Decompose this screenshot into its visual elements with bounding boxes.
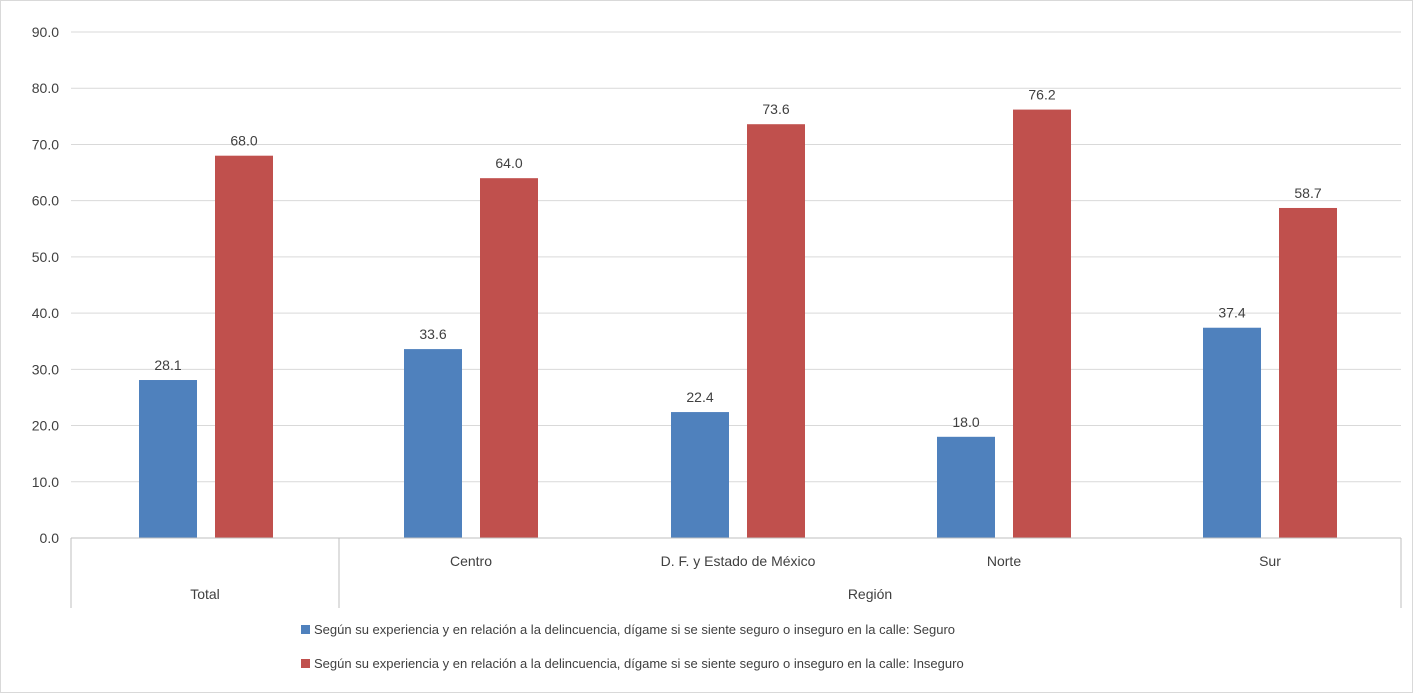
data-label: 68.0 [230, 133, 257, 149]
data-label: 28.1 [154, 357, 181, 373]
legend-entry: Según su experiencia y en relación a la … [314, 622, 955, 637]
category-label: Centro [450, 553, 492, 569]
data-label: 33.6 [419, 326, 446, 342]
y-tick-label: 90.0 [32, 24, 59, 40]
legend-entry: Según su experiencia y en relación a la … [314, 656, 964, 671]
y-tick-label: 20.0 [32, 418, 59, 434]
legend-swatch [301, 625, 310, 634]
y-tick-label: 10.0 [32, 474, 59, 490]
bars [139, 109, 1337, 539]
y-tick-label: 40.0 [32, 305, 59, 321]
category-label: D. F. y Estado de México [661, 553, 816, 569]
y-tick-label: 30.0 [32, 361, 59, 377]
data-label: 37.4 [1218, 305, 1245, 321]
data-label: 18.0 [952, 414, 979, 430]
group-label: Región [848, 586, 892, 602]
group-label: Total [190, 586, 220, 602]
category-label: Norte [987, 553, 1021, 569]
legend: Según su experiencia y en relación a la … [301, 622, 964, 671]
bar [671, 412, 729, 538]
x-axis: Centro D. F. y Estado de México Norte Sur To… [70, 537, 1402, 608]
data-label: 73.6 [762, 101, 789, 117]
category-label: Sur [1259, 553, 1281, 569]
bar [1203, 327, 1261, 538]
bar [747, 124, 805, 539]
gridlines [71, 31, 1401, 483]
y-tick-label: 0.0 [40, 530, 60, 546]
bar [937, 436, 995, 538]
bar [480, 178, 538, 538]
y-tick-label: 80.0 [32, 80, 59, 96]
bar [404, 349, 462, 538]
data-label: 76.2 [1028, 87, 1055, 103]
y-tick-label: 70.0 [32, 136, 59, 152]
legend-swatch [301, 659, 310, 668]
y-axis: 0.0 10.0 20.0 30.0 40.0 50.0 60.0 70.0 80.0 90.0 [32, 24, 59, 546]
data-label: 22.4 [686, 389, 713, 405]
y-tick-label: 50.0 [32, 249, 59, 265]
data-label: 58.7 [1294, 185, 1321, 201]
data-label: 64.0 [495, 155, 522, 171]
y-tick-label: 60.0 [32, 193, 59, 209]
bar [1013, 109, 1071, 538]
bar [139, 380, 197, 538]
data-labels: 28.1 33.6 22.4 18.0 37.4 68.0 64.0 73.6 76.2 58.7 [154, 87, 1321, 430]
bar [215, 155, 273, 538]
bar [1279, 207, 1337, 538]
